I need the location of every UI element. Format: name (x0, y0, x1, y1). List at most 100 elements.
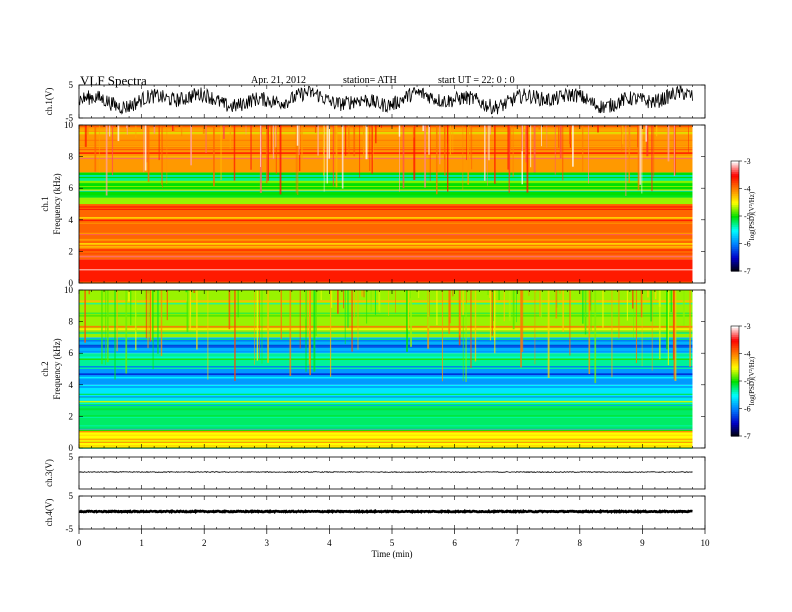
spectrum-streak (625, 125, 628, 126)
spectrum-tone-line (79, 333, 693, 334)
spectrum-streak (152, 290, 154, 370)
colorbar-cell (731, 252, 739, 256)
spectrum-tone-line (79, 145, 693, 147)
colorbar-cell (731, 355, 739, 358)
y-tick-label: -5 (66, 524, 74, 534)
x-tick-label: 7 (515, 538, 520, 548)
colorbar-cell (731, 258, 739, 261)
spectrum-streak (345, 125, 347, 156)
spectrum-streak (534, 290, 537, 293)
spectrum-streak (555, 290, 558, 319)
spectrum-streak (418, 290, 420, 298)
spectrum-streak (372, 125, 374, 161)
spectrum-streak (424, 125, 426, 188)
spectrum-streak (520, 290, 522, 368)
colorbar-cell (731, 212, 739, 215)
spectrum-tone-line (79, 351, 693, 353)
spectrum-tone-line (79, 125, 693, 128)
y-tick-label: 4 (69, 380, 74, 390)
spectrum-tone-line (79, 222, 693, 224)
spectrum-tone-line (79, 219, 693, 221)
y-axis-label: ch.3(V) (44, 459, 54, 487)
spectrum-streak (158, 125, 160, 161)
spectrum-streak (181, 125, 183, 137)
colorbar-cell (731, 205, 739, 208)
colorbar-cell (731, 360, 739, 364)
spectrum-streak (323, 125, 325, 192)
spectrum-streak (559, 125, 562, 159)
spectrum-streak (635, 290, 638, 364)
spectrum-streak (117, 125, 120, 142)
spectrum-streak (653, 125, 655, 177)
spectrum-streak (650, 290, 653, 322)
colorbar-tick-label: -6 (744, 240, 751, 249)
spectrum-streak (521, 125, 523, 185)
spectrum-streak (689, 290, 691, 367)
spectrum-tone-line (79, 430, 693, 433)
colorbar-cell (731, 430, 739, 433)
colorbar-cell (731, 344, 739, 347)
x-tick-label: 5 (390, 538, 395, 548)
spectrum-streak (220, 125, 222, 181)
colorbar-cell (731, 166, 739, 169)
spectrum-tone-line (79, 408, 693, 411)
colorbar-cell (731, 232, 739, 235)
spectrum-streak (597, 125, 599, 133)
colorbar-cell (731, 183, 739, 186)
spectrum-streak (474, 290, 477, 362)
colorbar-cell (731, 397, 739, 400)
spectrum-streak (369, 125, 371, 171)
colorbar-cell (731, 370, 739, 373)
spectrum-streak (466, 125, 467, 161)
colorbar-cell (731, 393, 739, 397)
spectrum-streak (130, 290, 132, 326)
spectrum-streak (84, 125, 87, 147)
colorbar-cell (731, 375, 739, 378)
spectrum-streak (487, 125, 488, 186)
colorbar-ch2 (731, 326, 739, 437)
colorbar-cell (731, 348, 739, 351)
colorbar-cell (731, 401, 739, 404)
y-tick-label: 5 (69, 80, 74, 90)
colorbar-cell (731, 410, 739, 413)
spectrum-streak (569, 290, 571, 356)
spectrum-tone-line (79, 438, 693, 440)
colorbar-cell (731, 373, 739, 377)
spectrum-tone-line (79, 356, 693, 359)
colorbar-cell (731, 227, 739, 230)
spectrum-streak (259, 290, 260, 359)
colorbar-tick-label: -3 (744, 157, 751, 166)
spectrum-streak (646, 125, 649, 157)
spectrum-streak (266, 125, 268, 184)
colorbar-cell (731, 331, 739, 334)
spectrum-tone-line (79, 146, 693, 149)
spectrum-streak (452, 290, 454, 297)
colorbar-cell (731, 434, 739, 437)
spectrum-streak (128, 290, 130, 302)
spectrum-streak (594, 290, 597, 384)
colorbar-cell (731, 195, 739, 199)
colorbar-cell (731, 184, 739, 188)
colorbar-cell (731, 333, 739, 336)
colorbar-cell (731, 265, 739, 268)
colorbar-cell (731, 338, 739, 342)
spectrum-tone-line (79, 189, 693, 192)
spectrum-streak (534, 290, 536, 365)
spectrum-streak (333, 125, 336, 152)
spectrum-streak (611, 290, 613, 378)
spectrum-streak (503, 290, 505, 322)
spectrum-streak (337, 290, 339, 314)
spectrum-streak (523, 125, 526, 130)
spectrum-streak (363, 290, 365, 298)
spectrum-streak (651, 290, 653, 371)
spectrum-streak (462, 290, 464, 316)
x-tick-label: 4 (327, 538, 332, 548)
spectrum-streak (569, 125, 571, 145)
colorbar-cell (731, 186, 739, 190)
spectrum-streak (275, 125, 277, 174)
spectrum-streak (673, 125, 676, 177)
spectrum-streak (172, 125, 174, 132)
y-tick-label: 6 (69, 348, 74, 358)
spectrum-streak (639, 125, 642, 185)
colorbar-cell (731, 164, 739, 168)
